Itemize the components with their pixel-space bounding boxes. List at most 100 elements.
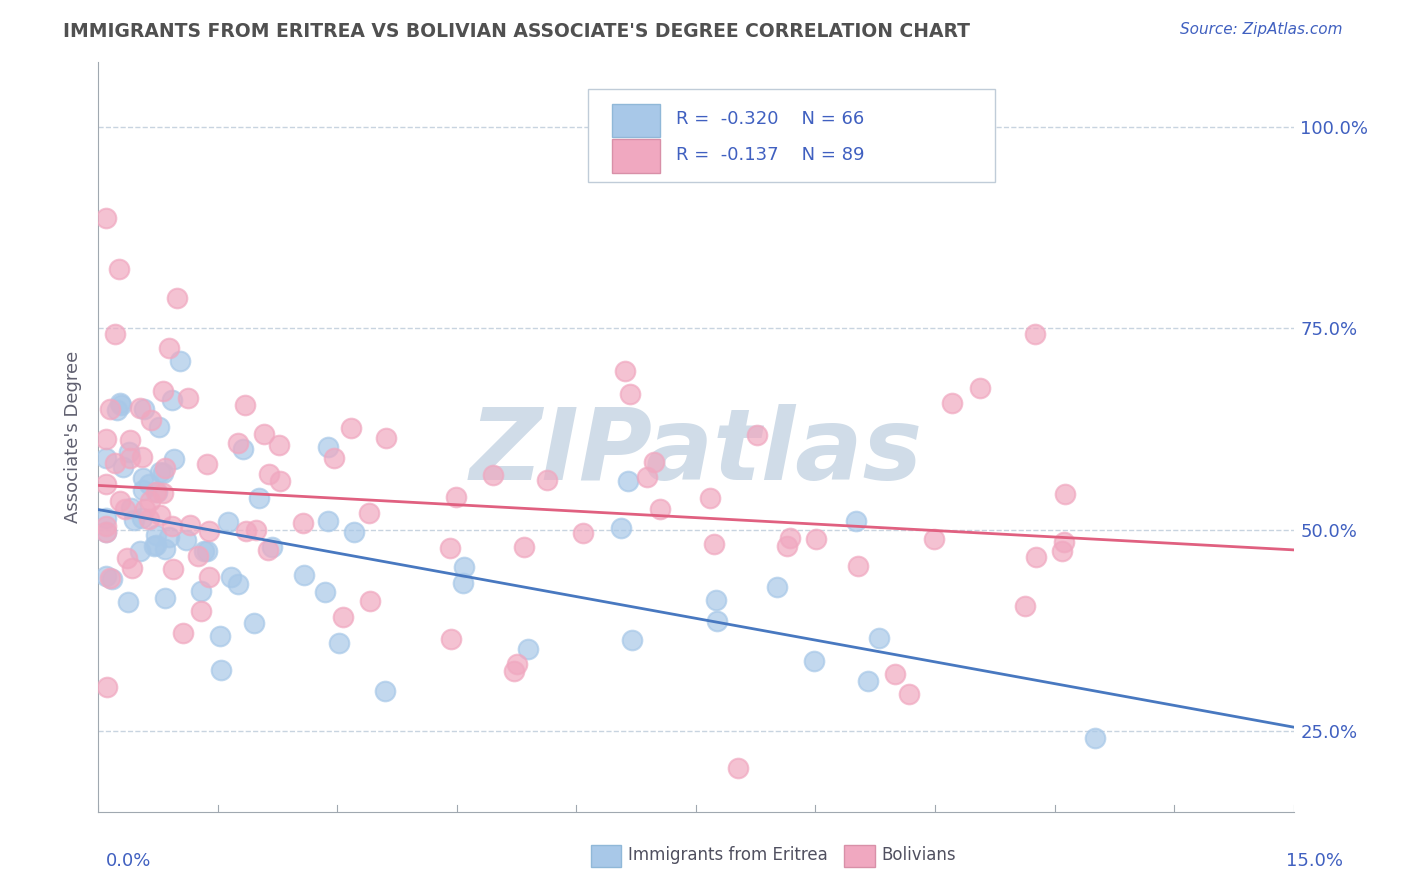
Point [104,456,127,470]
Point [138,476,160,491]
FancyBboxPatch shape [613,103,661,137]
Point [118,434,141,448]
Point [219,569,242,583]
Point [766,580,789,594]
Point [145,538,167,552]
Point [617,475,640,489]
Point [1052,543,1074,558]
Point [375,431,398,445]
Point [96,432,118,446]
Point [610,521,633,535]
Point [209,663,232,677]
Point [198,524,221,538]
FancyBboxPatch shape [589,88,995,182]
Point [856,673,879,688]
Text: IMMIGRANTS FROM ERITREA VS BOLIVIAN ASSOCIATE'S DEGREE CORRELATION CHART: IMMIGRANTS FROM ERITREA VS BOLIVIAN ASSO… [63,22,970,41]
Point [118,445,141,459]
Point [145,528,167,542]
Point [162,519,184,533]
Point [139,493,162,508]
Point [1014,599,1036,614]
Point [145,484,167,499]
Point [110,493,132,508]
Point [779,531,801,545]
Point [803,654,825,668]
Point [162,392,184,407]
Point [292,516,315,531]
Point [869,632,891,646]
Point [572,526,595,541]
Point [328,636,350,650]
Point [332,610,354,624]
Point [233,398,256,412]
Point [101,572,124,586]
Point [149,465,172,479]
Point [922,533,945,547]
Point [267,438,290,452]
Text: 0.0%: 0.0% [105,852,150,870]
Point [187,549,209,564]
Point [96,519,118,533]
Text: Immigrants from Eritrea: Immigrants from Eritrea [628,847,828,864]
Point [96,476,118,491]
Point [453,576,475,591]
Point [96,511,118,525]
Point [262,540,284,554]
Point [169,353,191,368]
Point [198,570,221,584]
Point [703,537,725,551]
Text: Source: ZipAtlas.com: Source: ZipAtlas.com [1180,22,1343,37]
Point [114,502,136,516]
Point [96,568,118,582]
Point [845,514,868,528]
Point [513,540,536,554]
Point [107,402,129,417]
Point [110,395,132,409]
Point [340,421,363,435]
Point [124,513,146,527]
Point [359,594,381,608]
Point [157,342,180,356]
Point [96,450,118,465]
Point [650,502,672,516]
Point [131,450,153,464]
Point [1024,327,1046,342]
Point [155,461,177,475]
Point [153,542,176,557]
Point [969,381,991,395]
Point [162,562,184,576]
FancyBboxPatch shape [613,139,661,172]
Point [941,396,963,410]
Point [374,683,396,698]
Point [517,642,540,657]
Point [98,571,121,585]
Point [152,384,174,398]
Point [179,518,201,533]
Point [190,583,212,598]
Point [134,502,156,516]
Point [193,543,215,558]
Point [247,491,270,505]
Point [1084,731,1107,745]
Point [505,657,527,671]
Point [482,467,505,482]
Point [157,530,180,544]
Point [343,525,366,540]
Point [131,511,153,525]
Point [898,688,921,702]
Point [129,544,152,558]
Text: 15.0%: 15.0% [1285,852,1343,870]
Point [503,664,526,678]
Point [359,506,381,520]
Point [131,483,153,498]
Text: R =  -0.320    N = 66: R = -0.320 N = 66 [676,111,863,128]
Point [245,523,267,537]
Point [96,524,118,539]
Point [195,457,218,471]
Point [139,413,162,427]
Point [314,585,336,599]
Point [117,594,139,608]
Point [228,577,250,591]
Point [253,426,276,441]
Point [269,474,291,488]
